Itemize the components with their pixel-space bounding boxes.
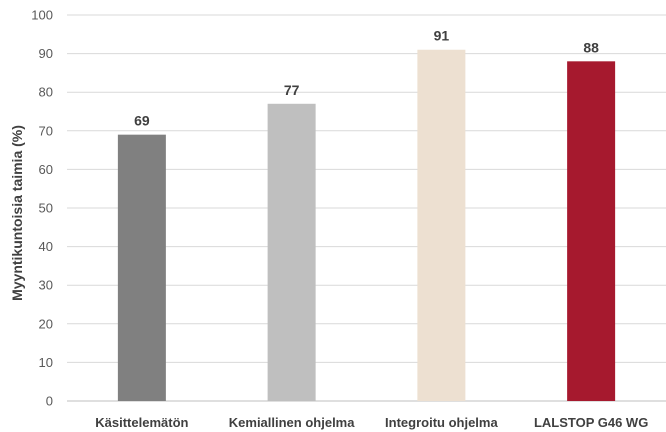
x-category-label: Kemiallinen ohjelma: [229, 415, 355, 430]
x-category-label: LALSTOP G46 WG: [534, 415, 648, 430]
bar: [567, 61, 616, 401]
data-label: 69: [134, 113, 150, 129]
y-tick-label: 30: [39, 278, 53, 293]
y-axis-ticks: 0 10 20 30 40 50 60 70 80 90 100: [31, 8, 53, 409]
y-tick-label: 10: [39, 355, 53, 370]
y-axis-title: Myyntikuntoisia taimia (%): [9, 125, 25, 301]
x-category-label: Käsittelemätön: [95, 415, 188, 430]
gridlines: [67, 14, 666, 402]
data-label: 88: [583, 39, 599, 55]
y-tick-label: 60: [39, 162, 53, 177]
x-category-label: Integroitu ohjelma: [385, 415, 498, 430]
x-axis-categories: Käsittelemätön Kemiallinen ohjelma Integro…: [95, 415, 648, 430]
y-tick-label: 40: [39, 239, 53, 254]
y-tick-label: 80: [39, 85, 53, 100]
bars: [117, 49, 616, 402]
data-label: 77: [284, 82, 300, 98]
y-tick-label: 90: [39, 46, 53, 61]
bar: [417, 49, 466, 402]
bar: [117, 134, 166, 401]
data-labels: 69 77 91 88: [134, 28, 599, 129]
y-tick-label: 70: [39, 123, 53, 138]
y-tick-label: 100: [31, 8, 53, 23]
y-tick-label: 20: [39, 316, 53, 331]
y-tick-label: 50: [39, 201, 53, 216]
data-label: 91: [434, 28, 450, 44]
bar: [267, 103, 316, 401]
y-tick-label: 0: [46, 394, 53, 409]
